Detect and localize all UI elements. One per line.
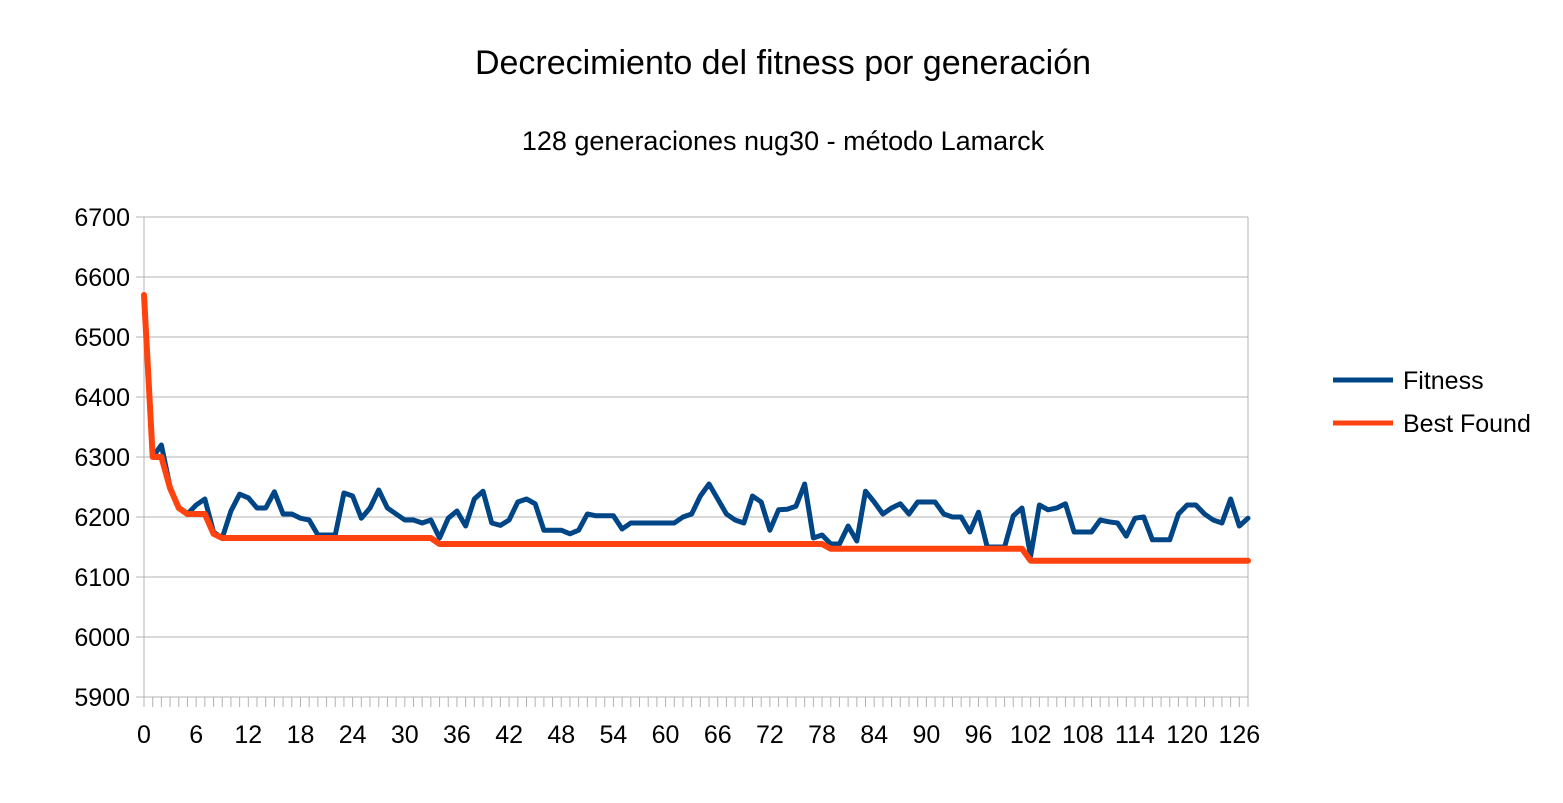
x-tick-label: 114 [1115, 721, 1155, 749]
x-tick-label: 90 [912, 721, 940, 749]
x-tick-label: 84 [860, 721, 888, 749]
y-axis-ticks: 5900 6000 6100 6200 6300 6400 6500 6600 6700 [74, 204, 144, 712]
x-tick-label: 96 [965, 721, 993, 749]
x-tick-label: 54 [600, 721, 628, 749]
legend-label-best-found: Best Found [1403, 410, 1531, 438]
x-tick-label: 18 [287, 721, 315, 749]
y-tick-label: 6700 [74, 204, 130, 232]
series-lines [141, 292, 1251, 564]
x-tick-label: 120 [1166, 721, 1208, 749]
x-tick-label: 60 [652, 721, 680, 749]
gridlines [144, 216, 1248, 698]
x-tick-label: 36 [443, 721, 471, 749]
x-tick-label: 78 [808, 721, 836, 749]
y-tick-label: 6400 [74, 384, 130, 412]
y-tick-label: 6200 [74, 504, 130, 532]
x-tick-label: 72 [756, 721, 784, 749]
legend-label-fitness: Fitness [1403, 367, 1484, 395]
x-tick-label: 24 [339, 721, 367, 749]
x-tick-label: 42 [495, 721, 523, 749]
chart-subtitle: 128 generaciones nug30 - método Lamarck [522, 126, 1045, 156]
chart-title: Decrecimiento del fitness por generación [475, 44, 1091, 82]
y-tick-label: 6600 [74, 264, 130, 292]
x-tick-label: 6 [189, 721, 203, 749]
legend: Fitness Best Found [1333, 367, 1531, 438]
x-tick-label: 48 [547, 721, 575, 749]
y-tick-label: 6000 [74, 624, 130, 652]
series-line-best-found [141, 292, 1251, 564]
y-tick-label: 6500 [74, 324, 130, 352]
x-tick-label: 108 [1062, 721, 1104, 749]
x-tick-label: 66 [704, 721, 732, 749]
x-tick-label: 126 [1218, 721, 1260, 749]
x-axis-ticks: 0 6 12 18 24 30 36 42 48 54 60 66 72 78 84 90 96 102 108 11… [137, 697, 1260, 749]
x-tick-label: 12 [234, 721, 262, 749]
x-tick-label: 30 [391, 721, 419, 749]
x-tick-label: 102 [1010, 721, 1052, 749]
y-tick-label: 6100 [74, 564, 130, 592]
y-tick-label: 5900 [74, 684, 130, 712]
x-tick-label: 0 [137, 721, 151, 749]
y-tick-label: 6300 [74, 444, 130, 472]
